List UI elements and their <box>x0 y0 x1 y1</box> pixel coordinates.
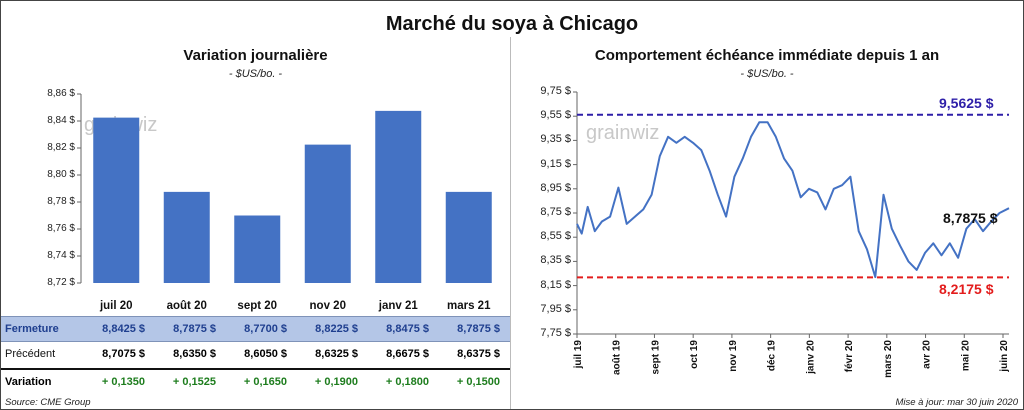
table-cell: 8,6375 $ <box>457 348 500 360</box>
y-tick-label: 8,95 $ <box>540 181 571 194</box>
table-row: Fermeture 8,8425 $ 8,7875 $ 8,7700 $ 8,8225 … <box>1 316 510 342</box>
reference-label: 8,2175 $ <box>939 281 994 298</box>
left-chart-unit: - $US/bo. - <box>228 68 283 80</box>
table-cell: 8,8475 $ <box>386 323 429 335</box>
table-cell: 8,6050 $ <box>244 348 287 360</box>
y-tick-label: 8,35 $ <box>540 254 571 267</box>
y-tick-label: 8,78 $ <box>47 196 75 207</box>
table-row: Précédent 8,7075 $ 8,6350 $ 8,6050 $ 8,6325 … <box>1 342 510 366</box>
x-tick-label: sept 19 <box>650 340 661 375</box>
x-tick-label: oct 19 <box>689 340 700 369</box>
bar <box>163 191 210 283</box>
series-line <box>576 121 1010 279</box>
source-note: Source: CME Group <box>5 397 91 408</box>
y-tick-label: 8,75 $ <box>540 206 571 218</box>
y-tick-label: 8,76 $ <box>47 223 75 234</box>
y-tick-label: 8,55 $ <box>540 230 571 243</box>
x-tick-label: nov 19 <box>728 340 739 372</box>
x-tick-label: janv 20 <box>805 340 816 375</box>
x-tick-label: août 19 <box>612 340 623 375</box>
table-cell: + 0,1500 <box>456 376 500 388</box>
x-tick-label: févr 20 <box>844 340 855 373</box>
bar <box>93 117 140 283</box>
right-line-chart: grainwiz juil 19 août 19 sept 19 oct 19 nov … <box>573 91 1010 378</box>
y-tick-label: 8,80 $ <box>47 169 75 180</box>
table-cell: + 0,1800 <box>385 376 429 388</box>
y-tick-label: 9,35 $ <box>540 133 571 146</box>
bar <box>445 191 492 283</box>
table-cell: 8,8225 $ <box>315 323 358 335</box>
last-value-label: 8,7875 $ <box>943 210 998 227</box>
x-tick-label: juin 20 <box>999 340 1010 373</box>
y-tick-label: 8,15 $ <box>540 278 571 291</box>
x-category-label: nov 20 <box>309 300 346 312</box>
table-cell: 8,6675 $ <box>386 348 429 360</box>
panel-divider <box>510 37 511 409</box>
x-category-label: août 20 <box>166 300 207 312</box>
reference-label: 9,5625 $ <box>939 94 994 111</box>
row-label: Variation <box>5 376 52 388</box>
y-tick-label: 9,75 $ <box>540 85 571 97</box>
table-cell: + 0,1525 <box>172 376 216 388</box>
right-chart-title: Comportement échéance immédiate depuis 1… <box>594 47 940 64</box>
y-tick-label: 8,82 $ <box>47 142 75 153</box>
right-chart-unit: - $US/bo. - <box>740 68 794 80</box>
y-tick-label: 7,95 $ <box>540 302 571 315</box>
table-cell: + 0,1650 <box>243 376 287 388</box>
x-category-label: janv 21 <box>378 300 418 312</box>
x-category-label: juil 20 <box>99 300 133 312</box>
x-tick-label: avr 20 <box>922 340 933 369</box>
y-tick-label: 8,72 $ <box>47 277 75 288</box>
table-cell: + 0,1900 <box>314 376 358 388</box>
left-chart-title: Variation journalière <box>183 47 328 64</box>
bar <box>304 144 351 283</box>
x-tick-label: mai 20 <box>960 340 971 372</box>
table-cell: 8,7075 $ <box>102 348 145 360</box>
y-tick-label: 8,74 $ <box>47 250 75 261</box>
update-note: Mise à jour: mar 30 juin 2020 <box>895 397 1018 408</box>
y-tick-label: 9,55 $ <box>540 109 571 122</box>
main-title: Marché du soya à Chicago <box>385 13 639 35</box>
y-tick-label: 7,75 $ <box>540 327 571 339</box>
table-cell: 8,6350 $ <box>173 348 216 360</box>
y-tick-label: 8,84 $ <box>47 115 75 126</box>
y-tick-label: 9,15 $ <box>540 157 571 170</box>
row-label: Précédent <box>5 348 56 360</box>
table-row: Variation + 0,1350 + 0,1525 + 0,1650 + 0,190… <box>1 368 510 394</box>
table-cell: 8,8425 $ <box>102 323 145 335</box>
table-cell: 8,6325 $ <box>315 348 358 360</box>
bar <box>375 110 422 283</box>
y-tick-label: 8,86 $ <box>47 88 75 99</box>
table-cell: 8,7875 $ <box>173 323 216 335</box>
watermark-logo: grainwiz <box>586 122 659 144</box>
table-cell: 8,7875 $ <box>457 323 500 335</box>
x-tick-label: mars 20 <box>883 340 894 378</box>
bar <box>234 215 281 283</box>
row-label: Fermeture <box>5 323 59 335</box>
table-cell: 8,7700 $ <box>244 323 287 335</box>
x-tick-label: juil 19 <box>573 340 584 370</box>
x-tick-label: déc 19 <box>767 340 778 372</box>
x-category-label: sept 20 <box>237 300 278 312</box>
x-category-label: mars 21 <box>447 300 491 312</box>
left-bar-chart: grainwiz <box>77 93 492 284</box>
table-cell: + 0,1350 <box>101 376 145 388</box>
